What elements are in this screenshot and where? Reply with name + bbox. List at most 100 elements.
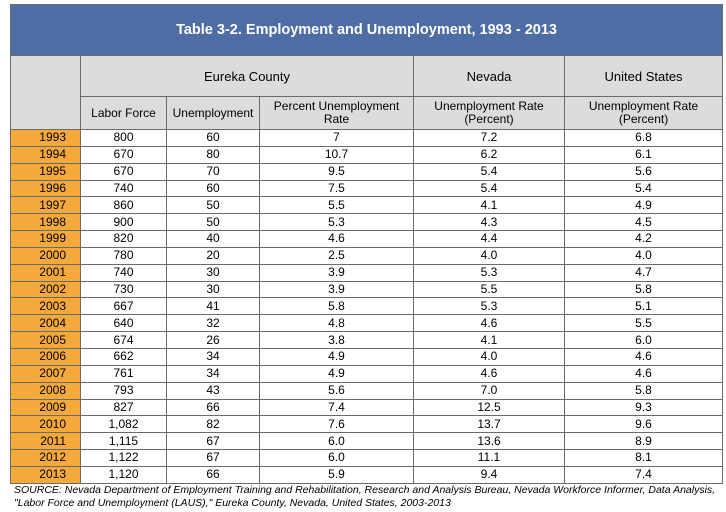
nevada-rate-cell: 5.3 bbox=[413, 263, 565, 282]
year-cell: 2011 bbox=[10, 432, 81, 451]
us-rate-cell: 4.9 bbox=[563, 196, 724, 215]
us-rate-cell: 5.6 bbox=[563, 162, 724, 181]
year-cell: 1996 bbox=[10, 179, 81, 198]
table-title: Table 3-2. Employment and Unemployment, … bbox=[9, 4, 724, 56]
unemployment-cell: 67 bbox=[166, 432, 260, 451]
labor-force-cell: 674 bbox=[80, 331, 167, 349]
year-cell: 2002 bbox=[10, 280, 81, 299]
nevada-rate-cell: 4.1 bbox=[413, 331, 565, 349]
year-cell: 1997 bbox=[10, 196, 81, 215]
unemployment-cell: 34 bbox=[166, 347, 260, 366]
unemployment-cell: 32 bbox=[166, 314, 260, 333]
table-row: 2002 730 30 3.9 5.5 5.8 bbox=[10, 280, 724, 299]
us-rate-cell: 8.9 bbox=[563, 432, 724, 451]
us-rate-cell: 6.1 bbox=[563, 145, 724, 164]
year-cell: 2008 bbox=[10, 381, 81, 400]
unemployment-cell: 66 bbox=[166, 398, 260, 417]
us-rate-cell: 4.5 bbox=[563, 213, 724, 232]
labor-force-cell: 740 bbox=[80, 179, 167, 198]
col-unemployment: Unemployment bbox=[166, 96, 260, 130]
table-row: 2004 640 32 4.8 4.6 5.5 bbox=[10, 314, 724, 333]
us-rate-cell: 5.5 bbox=[563, 314, 724, 333]
year-cell: 2013 bbox=[10, 465, 81, 484]
nevada-rate-cell: 4.6 bbox=[413, 314, 565, 333]
table-row: 1996 740 60 7.5 5.4 5.4 bbox=[10, 179, 724, 198]
unemployment-cell: 30 bbox=[166, 263, 260, 282]
year-cell: 1994 bbox=[10, 145, 81, 164]
us-rate-cell: 8.1 bbox=[563, 449, 724, 467]
unemployment-cell: 60 bbox=[166, 129, 260, 147]
percent-rate-cell: 2.5 bbox=[259, 246, 414, 265]
percent-rate-cell: 3.9 bbox=[259, 280, 414, 299]
labor-force-cell: 827 bbox=[80, 398, 167, 417]
nevada-rate-cell: 9.4 bbox=[413, 465, 565, 484]
unemployment-cell: 67 bbox=[166, 449, 260, 467]
labor-force-cell: 761 bbox=[80, 364, 167, 383]
table-row: 2006 662 34 4.9 4.0 4.6 bbox=[10, 347, 724, 366]
year-cell: 1998 bbox=[10, 213, 81, 232]
percent-rate-cell: 5.6 bbox=[259, 381, 414, 400]
labor-force-cell: 1,120 bbox=[80, 465, 167, 484]
percent-rate-cell: 3.8 bbox=[259, 331, 414, 349]
group-nevada: Nevada bbox=[413, 55, 565, 97]
labor-force-cell: 820 bbox=[80, 230, 167, 248]
table-row: 1998 900 50 5.3 4.3 4.5 bbox=[10, 213, 724, 232]
unemployment-cell: 60 bbox=[166, 179, 260, 198]
unemployment-cell: 43 bbox=[166, 381, 260, 400]
us-rate-cell: 5.4 bbox=[563, 179, 724, 198]
nevada-rate-cell: 4.3 bbox=[413, 213, 565, 232]
col-us-rate: Unemployment Rate (Percent) bbox=[563, 96, 724, 130]
us-rate-cell: 9.3 bbox=[563, 398, 724, 417]
us-rate-cell: 4.2 bbox=[563, 230, 724, 248]
unemployment-cell: 41 bbox=[166, 297, 260, 316]
nevada-rate-cell: 12.5 bbox=[413, 398, 565, 417]
year-cell: 2000 bbox=[10, 246, 81, 265]
labor-force-cell: 670 bbox=[80, 145, 167, 164]
percent-rate-cell: 7 bbox=[259, 129, 414, 147]
percent-rate-cell: 5.3 bbox=[259, 213, 414, 232]
year-cell: 1993 bbox=[10, 129, 81, 147]
labor-force-cell: 730 bbox=[80, 280, 167, 299]
labor-force-cell: 1,082 bbox=[80, 415, 167, 434]
us-rate-cell: 4.7 bbox=[563, 263, 724, 282]
percent-rate-cell: 5.5 bbox=[259, 196, 414, 215]
nevada-rate-cell: 4.0 bbox=[413, 347, 565, 366]
percent-rate-cell: 7.4 bbox=[259, 398, 414, 417]
labor-force-cell: 1,122 bbox=[80, 449, 167, 467]
us-rate-cell: 5.8 bbox=[563, 381, 724, 400]
percent-rate-cell: 9.5 bbox=[259, 162, 414, 181]
percent-rate-cell: 5.8 bbox=[259, 297, 414, 316]
us-rate-cell: 6.8 bbox=[563, 129, 724, 147]
nevada-rate-cell: 13.7 bbox=[413, 415, 565, 434]
nevada-rate-cell: 5.4 bbox=[413, 162, 565, 181]
us-rate-cell: 7.4 bbox=[563, 465, 724, 484]
table-row: 2008 793 43 5.6 7.0 5.8 bbox=[10, 381, 724, 400]
nevada-rate-cell: 5.5 bbox=[413, 280, 565, 299]
percent-rate-cell: 6.0 bbox=[259, 449, 414, 467]
nevada-rate-cell: 4.4 bbox=[413, 230, 565, 248]
table-row: 1993 800 60 7 7.2 6.8 bbox=[10, 129, 724, 147]
source-note: SOURCE: Nevada Department of Employment … bbox=[14, 484, 716, 509]
table-row: 1995 670 70 9.5 5.4 5.6 bbox=[10, 162, 724, 181]
table-row: 2010 1,082 82 7.6 13.7 9.6 bbox=[10, 415, 724, 434]
us-rate-cell: 5.1 bbox=[563, 297, 724, 316]
col-labor-force: Labor Force bbox=[80, 96, 167, 130]
table-row: 2007 761 34 4.9 4.6 4.6 bbox=[10, 364, 724, 383]
nevada-rate-cell: 7.0 bbox=[413, 381, 565, 400]
nevada-rate-cell: 4.6 bbox=[413, 364, 565, 383]
percent-rate-cell: 5.9 bbox=[259, 465, 414, 484]
nevada-rate-cell: 5.3 bbox=[413, 297, 565, 316]
unemployment-cell: 40 bbox=[166, 230, 260, 248]
table-row: 2011 1,115 67 6.0 13.6 8.9 bbox=[10, 432, 724, 451]
group-united-states: United States bbox=[563, 55, 724, 97]
labor-force-cell: 640 bbox=[80, 314, 167, 333]
percent-rate-cell: 4.8 bbox=[259, 314, 414, 333]
table-row: 2012 1,122 67 6.0 11.1 8.1 bbox=[10, 449, 724, 467]
nevada-rate-cell: 11.1 bbox=[413, 449, 565, 467]
us-rate-cell: 6.0 bbox=[563, 331, 724, 349]
table-row: 1999 820 40 4.6 4.4 4.2 bbox=[10, 230, 724, 248]
year-cell: 2012 bbox=[10, 449, 81, 467]
labor-force-cell: 667 bbox=[80, 297, 167, 316]
labor-force-cell: 800 bbox=[80, 129, 167, 147]
